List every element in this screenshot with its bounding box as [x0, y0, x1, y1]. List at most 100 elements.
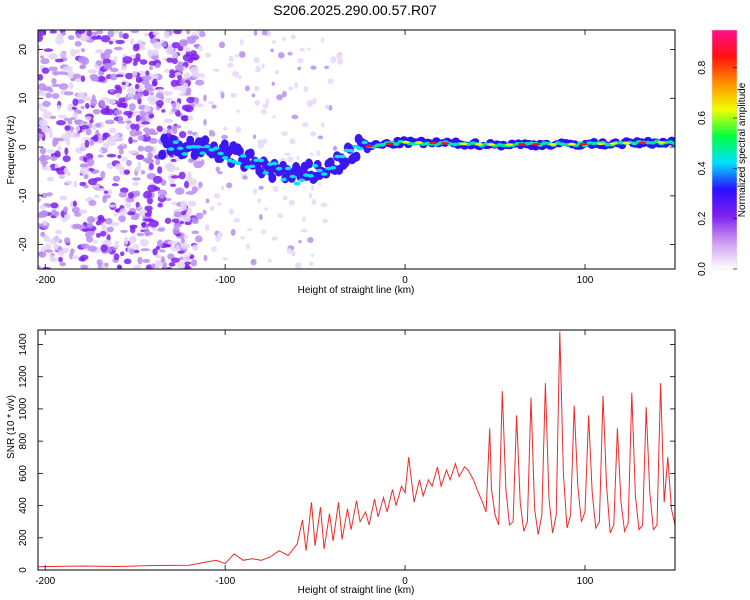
spectrogram-speckle [86, 158, 95, 167]
spectrogram-speckle [41, 166, 52, 171]
spectrogram-speckle [128, 236, 137, 244]
spectrogram-speckle [239, 39, 244, 46]
spectrogram-speckle [309, 152, 314, 156]
spectrogram-speckle [146, 197, 153, 205]
spectrogram-speckle [184, 46, 191, 52]
spectrogram-speckle [132, 181, 140, 187]
spectrogram-speckle [184, 261, 192, 265]
spectrogram-speckle [320, 122, 325, 128]
spectrogram-speckle [38, 265, 41, 269]
spectrogram-speckle [141, 75, 152, 81]
spectrogram-speckle [43, 235, 51, 243]
spectrogram-speckle [150, 263, 156, 269]
spectrogram-speckle [154, 260, 162, 268]
spectrogram-speckle [186, 96, 196, 104]
spectrogram-speckle [236, 109, 241, 113]
spectrogram-speckle [211, 104, 217, 109]
spectrogram-speckle [79, 36, 90, 42]
spectrogram-speckle [38, 34, 44, 42]
spectrogram-speckle [40, 231, 46, 237]
spectrogram-speckle [210, 246, 217, 252]
spectrogram-speckle [109, 73, 118, 81]
spectrogram-speckle [92, 240, 98, 244]
spectrogram-speckle [70, 77, 75, 82]
chart-title: S206.2025.290.00.57.R07 [273, 2, 437, 18]
spectrogram-x-tick-label: -200 [35, 275, 55, 286]
spectrogram-speckle [148, 138, 158, 144]
spectrogram-speckle [147, 184, 158, 193]
spectrogram-speckle [114, 84, 121, 90]
spectrogram-ridge-core [199, 151, 206, 155]
spectrogram-speckle [114, 240, 120, 245]
spectrogram-speckle [102, 196, 107, 204]
spectrogram-speckle [228, 55, 234, 62]
spectrogram-peak [567, 142, 576, 146]
spectrogram-speckle [109, 89, 114, 93]
spectrogram-peak [505, 143, 514, 146]
spectrogram-ridge-core [275, 166, 283, 171]
spectrogram-speckle [97, 154, 104, 158]
spectrogram-speckle [157, 166, 163, 174]
spectrogram-speckle [38, 45, 41, 53]
spectrogram-speckle [185, 50, 191, 58]
spectrogram-speckle [54, 36, 65, 45]
spectrogram-speckle [135, 201, 140, 208]
spectrogram-speckle [322, 218, 328, 224]
snr-frame [38, 330, 675, 570]
spectrogram-speckle [155, 99, 164, 107]
spectrogram-ridge-core [181, 152, 188, 156]
spectrogram-speckle [157, 202, 164, 208]
spectrogram-speckle [59, 195, 68, 201]
spectrogram-speckle [127, 86, 136, 95]
spectrogram-speckle [58, 174, 66, 178]
spectrogram-speckle [274, 70, 279, 75]
spectrogram-speckle [187, 200, 197, 207]
spectrogram-speckle [223, 126, 228, 131]
spectrogram-speckle [48, 89, 54, 93]
snr-x-label: Height of straight line (km) [298, 585, 415, 596]
spectrogram-speckle [175, 244, 180, 252]
spectrogram-speckle [76, 109, 82, 115]
spectrogram-speckle [215, 166, 221, 173]
spectrogram-speckle [238, 51, 246, 58]
spectrogram-speckle [118, 215, 126, 223]
spectrogram-speckle [298, 240, 302, 244]
spectrogram-speckle [182, 254, 191, 262]
spectrogram-speckle [220, 92, 225, 99]
spectrogram-speckle [72, 223, 83, 229]
spectrogram-speckle [44, 249, 54, 253]
spectrogram-speckle [271, 40, 277, 44]
spectrogram-speckle [97, 75, 106, 82]
spectrogram-speckle [61, 31, 66, 36]
spectrogram-speckle [89, 74, 99, 80]
spectrogram-speckle [74, 49, 81, 54]
spectrogram-ridge-core [235, 161, 242, 166]
spectrogram-speckle [40, 108, 47, 112]
snr-y-tick-label: 200 [18, 529, 29, 546]
spectrogram-speckle [253, 30, 258, 36]
spectrogram-speckle [143, 127, 150, 133]
spectrogram-speckle [79, 163, 89, 168]
spectrogram-speckle [121, 81, 126, 86]
spectrogram-speckle [122, 33, 129, 40]
spectrogram-speckle [173, 30, 182, 35]
spectrogram-ridge-core [379, 142, 386, 147]
spectrogram-speckle [253, 188, 258, 195]
spectrogram-ridge-core [280, 177, 287, 182]
spectrogram-speckle [193, 160, 203, 169]
spectrogram-speckle [306, 100, 314, 107]
colorbar-tick-label: 0.8 [697, 60, 708, 74]
spectrogram-speckle [209, 205, 215, 212]
spectrogram-speckle [95, 122, 102, 128]
spectrogram-speckle [83, 184, 89, 189]
spectrogram-speckle [80, 264, 89, 269]
spectrogram-speckle [114, 133, 120, 138]
snr-x-tick-label: -200 [35, 576, 55, 587]
spectrogram-speckle [78, 209, 88, 214]
spectrogram-y-ticks: -20 -10 0 10 20 [18, 44, 675, 252]
spectrogram-speckle [88, 167, 95, 172]
spectrogram-speckle [71, 133, 81, 139]
spectrogram-ridge-core [203, 144, 211, 149]
spectrogram-speckle [159, 249, 166, 253]
spectrogram-speckle [139, 238, 149, 247]
